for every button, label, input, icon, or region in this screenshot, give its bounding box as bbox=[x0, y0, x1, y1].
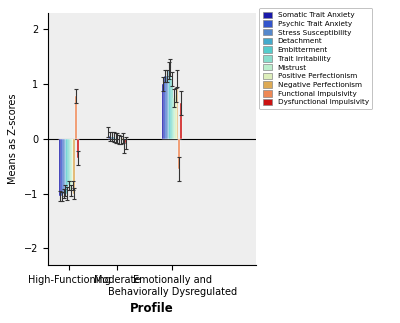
Bar bbox=[122, 138, 124, 139]
Bar bbox=[111, 137, 113, 139]
Bar bbox=[63, 139, 64, 194]
Bar bbox=[77, 139, 79, 158]
Bar bbox=[125, 139, 127, 143]
Bar bbox=[171, 78, 173, 139]
Bar bbox=[59, 139, 61, 196]
Bar bbox=[164, 76, 166, 139]
Bar bbox=[173, 98, 175, 139]
Bar bbox=[162, 84, 164, 139]
Legend: Somatic Trait Anxiety, Psychic Trait Anxiety, Stress Susceptibility, Detachment,: Somatic Trait Anxiety, Psychic Trait Anx… bbox=[260, 8, 372, 109]
Bar bbox=[66, 139, 68, 194]
Bar bbox=[68, 139, 70, 185]
Bar bbox=[176, 78, 178, 139]
Bar bbox=[166, 76, 168, 139]
X-axis label: Profile: Profile bbox=[130, 302, 174, 316]
Bar bbox=[73, 139, 75, 194]
Bar bbox=[115, 138, 116, 139]
Bar bbox=[70, 139, 72, 191]
Bar bbox=[64, 139, 66, 191]
Bar bbox=[178, 139, 180, 169]
Bar bbox=[109, 136, 111, 139]
Bar bbox=[124, 139, 125, 146]
Bar bbox=[180, 103, 182, 139]
Bar bbox=[118, 139, 120, 140]
Bar bbox=[108, 132, 109, 139]
Bar bbox=[116, 138, 118, 139]
Bar bbox=[170, 68, 171, 139]
Bar bbox=[120, 139, 122, 140]
Bar bbox=[75, 96, 77, 139]
Bar bbox=[61, 139, 63, 196]
Bar bbox=[168, 70, 170, 139]
Bar bbox=[113, 137, 115, 139]
Bar bbox=[72, 139, 73, 185]
Bar bbox=[175, 95, 176, 139]
Y-axis label: Means as Z-scores: Means as Z-scores bbox=[8, 94, 18, 184]
